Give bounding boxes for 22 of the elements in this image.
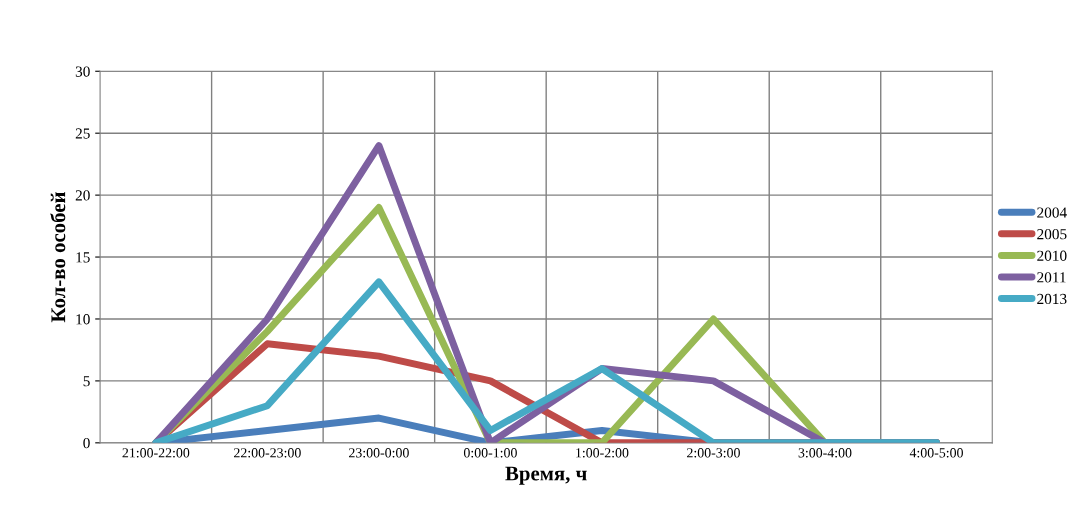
y-tick-label: 15 xyxy=(76,252,90,263)
x-tick-label: 22:00-23:00 xyxy=(234,448,301,458)
x-tick-label: 4:00-5:00 xyxy=(909,448,963,458)
legend-label: 2004 xyxy=(1037,207,1067,218)
y-tick-label: 0 xyxy=(83,437,90,449)
x-tick-label: 1:00-2:00 xyxy=(576,448,629,458)
x-tick-label: 23:00-0:00 xyxy=(349,448,409,458)
x-tick-label: 2:00-3:00 xyxy=(687,448,740,458)
legend-label: 2011 xyxy=(1037,272,1066,283)
legend-label: 2013 xyxy=(1037,293,1067,305)
x-tick-label: 0:00-1:00 xyxy=(463,448,517,458)
x-tick-label: 21:00-22:00 xyxy=(122,448,190,458)
legend-label: 2005 xyxy=(1037,229,1067,240)
y-tick-label: 20 xyxy=(75,190,90,201)
x-axis-title: Время, ч xyxy=(505,466,587,485)
y-tick-label: 10 xyxy=(76,314,90,325)
y-axis-title: Кол-во особей xyxy=(50,192,66,323)
legend-label: 2010 xyxy=(1037,250,1067,261)
y-tick-label: 5 xyxy=(83,376,90,387)
y-tick-label: 30 xyxy=(75,66,90,77)
y-tick-label: 25 xyxy=(75,128,90,139)
x-tick-label: 3:00-4:00 xyxy=(798,448,852,458)
